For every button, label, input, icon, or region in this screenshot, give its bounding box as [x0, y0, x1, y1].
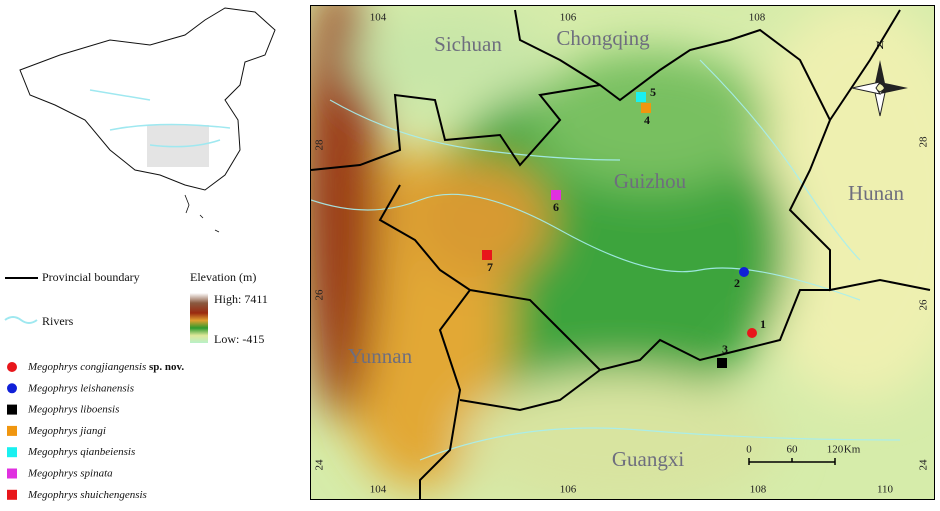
- province-label: Sichuan: [434, 32, 502, 56]
- site-label: 1: [760, 317, 766, 331]
- site-marker: [7, 425, 17, 436]
- province-label: Chongqing: [556, 26, 650, 50]
- boundary-label: Provincial boundary: [42, 270, 140, 284]
- longitude-label: 110: [877, 484, 894, 496]
- site-label: 3: [722, 342, 728, 356]
- species-name: Megophrys liboensis: [27, 403, 119, 415]
- species-legend: Megophrys congjiangensis sp. nov.Megophr…: [7, 361, 184, 500]
- site-marker: [636, 92, 646, 102]
- map: N Sichuan Chongqing Guizhou Hunan Yunnan Guan…: [311, 6, 934, 499]
- longitude-label: 108: [750, 484, 767, 496]
- species-label: Megophrys shuichengensis: [27, 488, 147, 500]
- species-name: Megophrys jiangi: [27, 424, 106, 436]
- islands: [184, 194, 220, 233]
- species-name: Megophrys qianbeiensis: [27, 446, 135, 458]
- province-label: Yunnan: [348, 344, 413, 368]
- species-name: Megophrys congjiangensis: [27, 361, 146, 373]
- species-label: Megophrys leishanensis: [27, 382, 134, 394]
- river-swatch: [4, 316, 38, 324]
- site-marker: [7, 468, 17, 479]
- species-label: Megophrys congjiangensis sp. nov.: [27, 361, 184, 373]
- scale-label: 120: [827, 444, 844, 456]
- site-marker: [739, 267, 749, 277]
- longitude-label: 104: [370, 484, 387, 496]
- river-label: Rivers: [42, 314, 74, 328]
- site-marker: [641, 103, 651, 113]
- latitude-label: 24: [918, 459, 930, 471]
- elevation-bar: [190, 293, 208, 343]
- species-label: Megophrys qianbeiensis: [27, 446, 135, 458]
- site-label: 7: [487, 260, 493, 274]
- longitude-label: 108: [749, 12, 766, 24]
- site-marker: [482, 250, 492, 260]
- scale-label: 0: [746, 444, 752, 456]
- site-label: 2: [734, 276, 740, 290]
- site-label: 6: [553, 200, 559, 214]
- north-arrow: [851, 60, 908, 117]
- species-name: Megophrys leishanensis: [27, 382, 134, 394]
- map-frame: [310, 5, 935, 500]
- site-marker: [7, 404, 17, 415]
- map-labels: Sichuan Chongqing Guizhou Hunan Yunnan Guangx…: [314, 12, 930, 496]
- scale-bar: [748, 458, 836, 465]
- site-marker: [717, 358, 727, 368]
- latitude-label: 26: [918, 299, 930, 311]
- species-name: Megophrys spinata: [27, 467, 113, 479]
- species-suffix: sp. nov.: [149, 361, 184, 373]
- provincial-boundaries: [311, 9, 931, 499]
- species-name: Megophrys shuichengensis: [27, 488, 147, 500]
- longitude-label: 106: [560, 12, 577, 24]
- site-label: 5: [650, 85, 656, 99]
- china-inset: [19, 7, 276, 233]
- species-label: Megophrys spinata: [27, 467, 113, 479]
- site-marker: [7, 489, 17, 500]
- china-rivers: [89, 89, 231, 148]
- elevation-low: Low: -415: [214, 332, 264, 346]
- elevation-high: High: 7411: [214, 292, 268, 306]
- province-label: Guangxi: [612, 447, 684, 471]
- rivers: [311, 59, 901, 461]
- terrain: [311, 6, 934, 499]
- site-marker: [747, 328, 757, 338]
- latitude-label: 28: [314, 139, 326, 151]
- north-label: N: [876, 38, 885, 52]
- longitude-label: 106: [560, 484, 577, 496]
- species-label: Megophrys liboensis: [27, 403, 119, 415]
- species-label: Megophrys jiangi: [27, 424, 106, 436]
- province-label: Hunan: [848, 181, 904, 205]
- site-marker: [7, 362, 17, 372]
- latitude-label: 26: [314, 289, 326, 301]
- site-marker: [7, 447, 17, 458]
- latitude-label: 24: [314, 459, 326, 471]
- scale-label: 60: [787, 444, 799, 456]
- site-label: 4: [644, 113, 650, 127]
- scale-label: Km: [844, 444, 861, 456]
- longitude-label: 104: [370, 12, 387, 24]
- latitude-label: 28: [918, 136, 930, 148]
- site-marker: [7, 383, 17, 394]
- elevation-title: Elevation (m): [190, 270, 256, 284]
- site-marker: [551, 190, 561, 200]
- province-label: Guizhou: [614, 169, 687, 193]
